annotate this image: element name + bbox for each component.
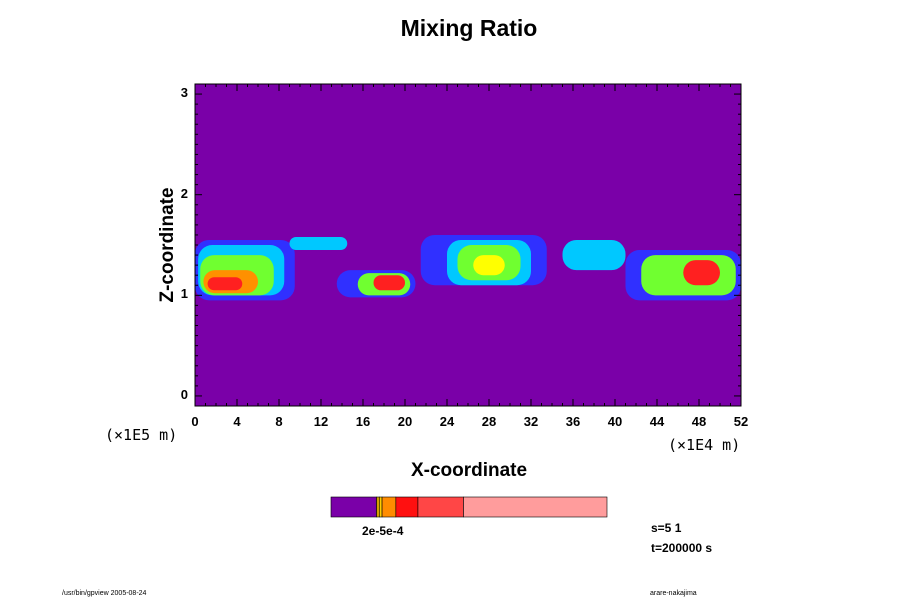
x-tick-label: 16	[355, 414, 371, 429]
y-tick-label: 0	[180, 386, 188, 402]
x-axis-label: X-coordinate	[410, 460, 528, 481]
x-tick-label: 24	[439, 414, 455, 429]
t-annotation: t=200000 s	[651, 541, 713, 555]
heatmap-cell-higher	[683, 260, 720, 286]
colorbar	[330, 496, 608, 518]
heatmap-cell-low	[289, 236, 348, 251]
x-tick-label: 12	[313, 414, 329, 429]
colorbar-segment	[417, 496, 464, 518]
x-unit-label: (×1E4 m)	[668, 436, 741, 454]
x-tick-label: 40	[607, 414, 623, 429]
heatmap-cell-higher	[373, 275, 405, 291]
x-tick-label: 20	[397, 414, 413, 429]
x-tick-label: 32	[523, 414, 539, 429]
footer-left: /usr/bin/gpview 2005-08-24	[62, 590, 147, 597]
heatmap-cell-higher	[207, 277, 243, 291]
y-tick-label: 3	[180, 85, 188, 101]
colorbar-segment	[330, 496, 377, 518]
heatmap-cells	[195, 234, 741, 301]
colorbar-label: 2e-5e-4	[362, 524, 404, 538]
x-tick-label: 8	[275, 414, 283, 429]
x-tick-label: 36	[565, 414, 581, 429]
x-tick-label: 48	[691, 414, 707, 429]
x-tick-label: 44	[649, 414, 665, 429]
colorbar-segment	[381, 496, 397, 518]
y-unit-label: (×1E5 m)	[105, 426, 178, 444]
heatmap-cell-mid-high	[473, 255, 505, 276]
y-tick-label: 1	[180, 286, 188, 302]
s-annotation: s=5 1	[651, 521, 682, 535]
x-tick-label: 52	[733, 414, 749, 429]
x-tick-label: 0	[191, 414, 199, 429]
y-axis-label: Z-coordinate	[157, 187, 178, 303]
colorbar-segment	[463, 496, 608, 518]
axis-ticks	[194, 84, 742, 406]
x-tick-label: 28	[481, 414, 497, 429]
colorbar-segment	[395, 496, 419, 518]
colorbar-segment	[378, 496, 383, 518]
x-tick-label: 4	[233, 414, 241, 429]
footer-right: arare-nakajima	[650, 590, 697, 597]
heatmap-cell-low	[562, 239, 626, 271]
chart-title: Mixing Ratio	[400, 15, 538, 41]
colorbar-segment	[376, 496, 380, 518]
y-tick-label: 2	[180, 185, 188, 201]
